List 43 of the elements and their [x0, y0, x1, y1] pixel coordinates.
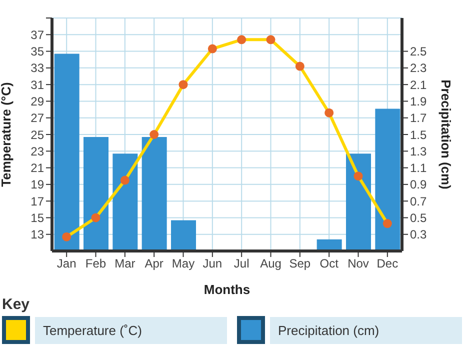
x-tick-label: Feb — [85, 256, 106, 271]
x-tick-label: Mar — [114, 256, 136, 271]
y2-tick-label: 2.5 — [410, 44, 428, 59]
x-tick-label: May — [172, 256, 195, 271]
y-tick-label: 31 — [30, 78, 44, 92]
y2-tick-label: 1.3 — [410, 144, 428, 158]
x-tick-label: Aug — [260, 256, 282, 271]
legend-title: Key — [2, 296, 31, 313]
x-tick-label: Jan — [56, 256, 76, 271]
x-tick-label: Apr — [144, 256, 164, 271]
y2-tick-label: 0.3 — [410, 228, 428, 242]
x-tick-label: Sep — [289, 256, 311, 271]
y2-tick-label: 0.5 — [410, 210, 428, 225]
y-tick-label: 21 — [30, 161, 44, 176]
y2-tick-label: 2.1 — [410, 78, 428, 92]
y-tick-label: 27 — [30, 111, 44, 126]
legend-label: Temperature (˚C) — [35, 316, 227, 344]
y-tick-label: 37 — [30, 28, 44, 42]
y2-tick-label: 1.9 — [410, 94, 428, 108]
y2-tick-label: 2.3 — [410, 61, 428, 76]
y-tick-label: 23 — [30, 144, 44, 158]
y-tick-label: 15 — [30, 210, 44, 225]
x-axis-title: Months — [204, 282, 250, 297]
y-axis-title: Temperature (°C) — [0, 82, 14, 187]
y2-tick-label: 0.7 — [410, 194, 428, 208]
y2-tick-label: 1.1 — [410, 161, 428, 176]
y-tick-label: 25 — [30, 128, 44, 142]
x-tick-label: Oct — [320, 256, 340, 271]
x-tick-label: Jun — [202, 256, 222, 271]
x-tick-label: Nov — [348, 256, 369, 271]
y-tick-label: 19 — [30, 178, 44, 192]
y2-axis-title: Precipitation (cm) — [438, 80, 454, 190]
y-tick-label: 35 — [30, 44, 44, 59]
x-tick-label: Jul — [234, 256, 250, 271]
y2-tick-label: 1.5 — [410, 128, 428, 142]
y2-tick-label: 1.7 — [410, 111, 428, 126]
y-tick-label: 33 — [30, 61, 44, 76]
legend-label: Precipitation (cm) — [270, 316, 462, 344]
y-tick-label: 13 — [30, 228, 44, 242]
x-tick-label: Dec — [376, 256, 398, 271]
y2-tick-label: 0.9 — [410, 178, 428, 192]
y-tick-label: 17 — [30, 194, 44, 208]
y-tick-label: 29 — [30, 94, 44, 108]
